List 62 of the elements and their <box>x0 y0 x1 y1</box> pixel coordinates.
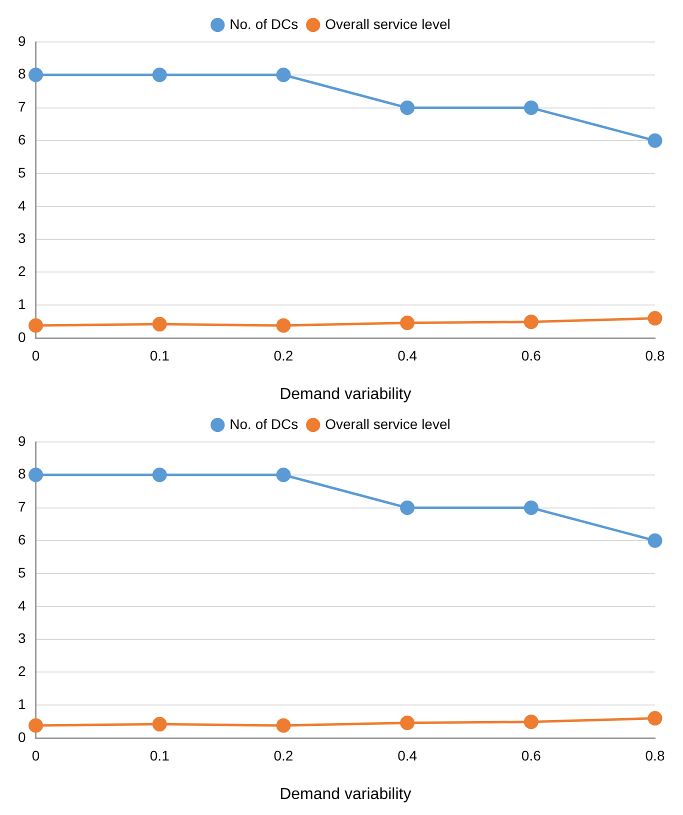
y-tick-label: 5 <box>18 564 26 580</box>
y-tick-label: 8 <box>18 66 26 82</box>
x-tick-label: 0.4 <box>398 347 418 364</box>
y-tick-label: 9 <box>18 32 26 49</box>
y-tick-label: 4 <box>18 597 26 614</box>
point <box>648 133 662 148</box>
point <box>276 468 291 482</box>
y-tick-label: 7 <box>18 98 26 115</box>
x-tick-label: 0.4 <box>398 747 418 764</box>
point <box>28 468 44 482</box>
x-tick-label: 0.8 <box>645 347 665 364</box>
x-tick-label: 0.6 <box>521 347 542 364</box>
point <box>524 500 538 516</box>
x-axis-title: Demand variability <box>280 786 412 803</box>
point <box>276 318 291 333</box>
point <box>152 68 167 82</box>
legend-label: No. of DCs <box>230 416 298 432</box>
y-tick-label: 2 <box>18 663 26 680</box>
x-tick-label: 0 <box>32 747 40 764</box>
x-tick-label: 0 <box>32 347 40 364</box>
point <box>524 314 538 330</box>
x-tick-label: 0.1 <box>150 747 170 764</box>
point <box>276 68 291 82</box>
point <box>648 711 662 726</box>
point <box>28 718 44 733</box>
point <box>524 714 538 730</box>
y-tick-label: 5 <box>18 164 26 180</box>
y-tick-label: 9 <box>18 432 26 449</box>
x-tick-label: 0.2 <box>274 347 294 364</box>
y-tick-label: 1 <box>18 696 26 712</box>
y-tick-label: 0 <box>18 728 26 745</box>
y-tick-label: 3 <box>18 230 26 246</box>
point <box>276 718 291 733</box>
x-tick-label: 0.2 <box>274 747 294 764</box>
x-tick-label: 0.6 <box>521 747 542 764</box>
point <box>152 468 167 482</box>
point <box>152 716 167 732</box>
y-tick-label: 4 <box>18 197 26 214</box>
y-tick-label: 1 <box>18 296 26 312</box>
y-tick-label: 8 <box>18 466 26 482</box>
y-tick-label: 6 <box>18 532 26 548</box>
x-tick-label: 0.1 <box>150 347 170 364</box>
point <box>400 500 415 516</box>
point <box>28 68 44 82</box>
point <box>400 716 415 730</box>
point <box>648 311 662 326</box>
legend-label: No. of DCs <box>230 16 298 32</box>
point <box>648 533 662 548</box>
x-tick-label: 0.8 <box>645 747 665 764</box>
legend-label: Overall service level <box>325 416 450 432</box>
y-tick-label: 3 <box>18 630 26 646</box>
point <box>400 316 415 330</box>
point <box>152 316 167 332</box>
y-tick-label: 0 <box>18 328 26 345</box>
y-tick-label: 6 <box>18 132 26 148</box>
x-axis-title: Demand variability <box>280 386 412 403</box>
point <box>28 318 44 333</box>
y-tick-label: 2 <box>18 263 26 280</box>
y-tick-label: 7 <box>18 498 26 515</box>
point <box>400 100 415 116</box>
legend-label: Overall service level <box>325 16 450 32</box>
point <box>524 100 538 116</box>
